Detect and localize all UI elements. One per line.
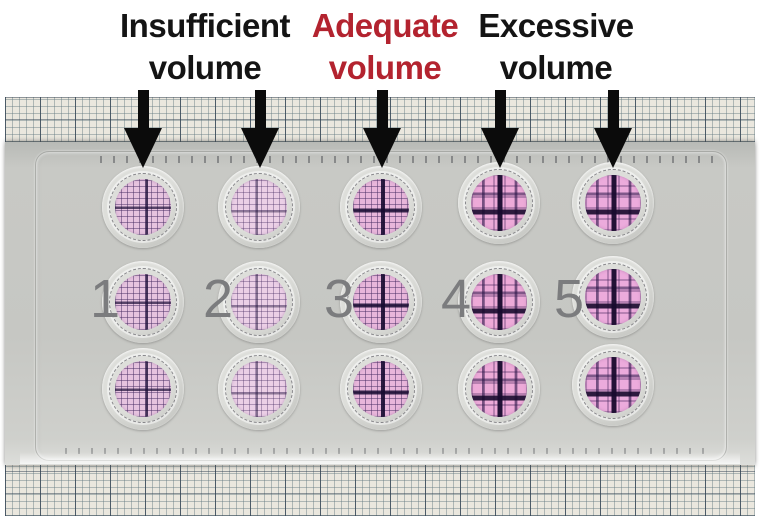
label-line: volume xyxy=(328,49,442,86)
label-line: Insufficient xyxy=(119,7,291,44)
well-col1-row2 xyxy=(102,261,184,343)
arrow-head xyxy=(594,128,632,168)
plate-photo: 1 2 3 4 5 xyxy=(5,97,755,516)
arrow-shaft xyxy=(376,90,388,129)
well-col5-row1 xyxy=(572,162,654,244)
well-dash-ring xyxy=(465,169,533,237)
well-col1-row3 xyxy=(102,348,184,430)
well-col4-row1 xyxy=(458,162,540,244)
graph-paper-bottom-strip xyxy=(5,465,755,516)
arrow-head xyxy=(241,128,279,168)
column-number-4: 4 xyxy=(440,269,472,329)
well-col1-row1 xyxy=(102,166,184,248)
well-dash-ring xyxy=(225,173,293,241)
membrane xyxy=(471,175,527,231)
volume-label-excessive: Excessive volume xyxy=(478,5,634,89)
down-arrow-col4 xyxy=(481,90,519,168)
arrow-shaft xyxy=(607,90,619,129)
arrow-shaft xyxy=(137,90,149,129)
arrow-shaft xyxy=(254,90,266,129)
membrane xyxy=(585,357,641,413)
column-number-5: 5 xyxy=(553,269,585,329)
plate-bottom-highlight xyxy=(20,452,740,464)
arrow-head xyxy=(124,128,162,168)
membrane xyxy=(353,179,409,235)
down-arrow-col3 xyxy=(363,90,401,168)
volume-label-adequate: Adequate volume xyxy=(311,5,459,89)
column-number-2: 2 xyxy=(202,269,234,329)
plate-serration-bottom xyxy=(65,448,715,454)
down-arrow-col5 xyxy=(594,90,632,168)
well-dash-ring xyxy=(109,268,177,336)
well-dash-ring xyxy=(347,268,415,336)
well-col4-row2 xyxy=(458,261,540,343)
arrow-head xyxy=(363,128,401,168)
well-col3-row2 xyxy=(340,261,422,343)
plate-serration-top xyxy=(100,156,715,163)
arrow-head xyxy=(481,128,519,168)
well-dash-ring xyxy=(579,263,647,331)
label-line: volume xyxy=(499,49,613,86)
membrane xyxy=(585,269,641,325)
label-line: volume xyxy=(148,49,262,86)
well-col2-row2 xyxy=(218,261,300,343)
label-line: Adequate xyxy=(311,7,459,44)
membrane xyxy=(231,361,287,417)
well-col5-row3 xyxy=(572,344,654,426)
membrane xyxy=(471,274,527,330)
well-dash-ring xyxy=(579,351,647,419)
well-col3-row1 xyxy=(340,166,422,248)
volume-label-insufficient: Insufficient volume xyxy=(119,5,291,89)
down-arrow-col2 xyxy=(241,90,279,168)
membrane xyxy=(115,274,171,330)
membrane xyxy=(231,179,287,235)
well-col4-row3 xyxy=(458,348,540,430)
membrane xyxy=(471,361,527,417)
well-col3-row3 xyxy=(340,348,422,430)
well-dash-ring xyxy=(109,355,177,423)
label-line: Excessive xyxy=(478,7,634,44)
well-col5-row2 xyxy=(572,256,654,338)
down-arrow-col1 xyxy=(124,90,162,168)
well-dash-ring xyxy=(347,355,415,423)
annotation-labels: Insufficient volume Adequate volume Exce… xyxy=(0,0,761,97)
wells-layer: 1 2 3 4 5 xyxy=(5,142,755,465)
arrow-shaft xyxy=(494,90,506,129)
well-dash-ring xyxy=(225,268,293,336)
well-dash-ring xyxy=(347,173,415,241)
membrane xyxy=(353,361,409,417)
well-col2-row3 xyxy=(218,348,300,430)
membrane xyxy=(115,179,171,235)
membrane xyxy=(231,274,287,330)
well-dash-ring xyxy=(225,355,293,423)
well-dash-ring xyxy=(579,169,647,237)
well-dash-ring xyxy=(109,173,177,241)
well-col2-row1 xyxy=(218,166,300,248)
membrane xyxy=(585,175,641,231)
column-number-1: 1 xyxy=(89,269,121,329)
membrane xyxy=(115,361,171,417)
arrows-layer xyxy=(0,0,761,180)
membrane xyxy=(353,274,409,330)
well-dash-ring xyxy=(465,355,533,423)
well-dash-ring xyxy=(465,268,533,336)
column-number-3: 3 xyxy=(323,269,355,329)
